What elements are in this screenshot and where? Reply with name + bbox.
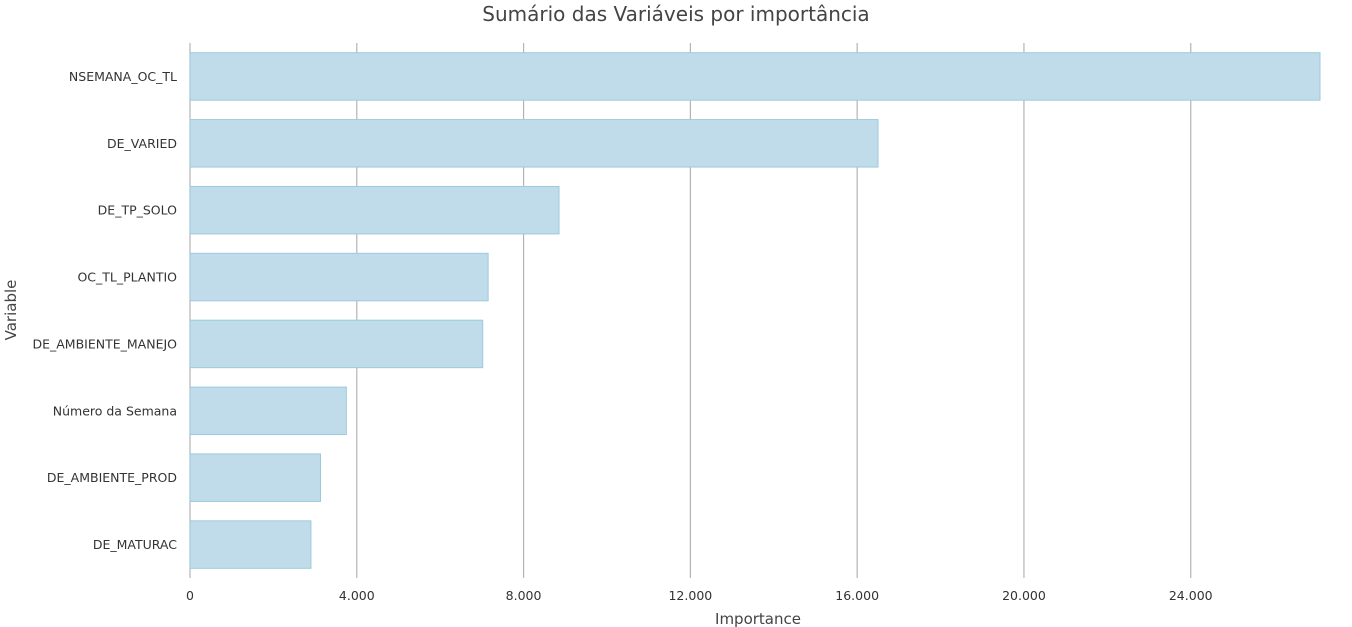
x-tick-label: 16.000 bbox=[835, 588, 879, 603]
x-tick-label: 0 bbox=[186, 588, 194, 603]
x-tick-label: 12.000 bbox=[668, 588, 712, 603]
x-tick-label: 8.000 bbox=[506, 588, 542, 603]
bar bbox=[189, 319, 484, 369]
x-tick-labels: 0 4.000 8.000 12.000 16.000 20.000 24.000 bbox=[186, 588, 1213, 603]
chart-title: Sumário das Variáveis por importância bbox=[482, 2, 869, 26]
category-label: DE_AMBIENTE_MANEJO bbox=[32, 336, 177, 351]
category-label: DE_TP_SOLO bbox=[98, 203, 177, 218]
x-tick-label: 20.000 bbox=[1002, 588, 1046, 603]
bars bbox=[189, 52, 1321, 569]
x-tick-label: 24.000 bbox=[1169, 588, 1213, 603]
category-label: DE_AMBIENTE_PROD bbox=[47, 470, 177, 485]
y-axis-title: Variable bbox=[2, 280, 20, 341]
category-label: DE_MATURAC bbox=[93, 537, 177, 552]
bar bbox=[189, 252, 489, 302]
bar bbox=[189, 386, 347, 436]
category-label: DE_VARIED bbox=[107, 136, 177, 151]
bar bbox=[189, 52, 1321, 101]
category-label: NSEMANA_OC_TL bbox=[69, 69, 177, 84]
category-label: Número da Semana bbox=[53, 403, 177, 418]
x-axis-title: Importance bbox=[715, 610, 801, 627]
category-label: OC_TL_PLANTIO bbox=[77, 270, 177, 285]
bar bbox=[189, 453, 322, 502]
bar bbox=[189, 520, 312, 569]
x-tick-label: 4.000 bbox=[339, 588, 375, 603]
category-labels: NSEMANA_OC_TL DE_VARIED DE_TP_SOLO OC_TL_PL… bbox=[32, 69, 177, 552]
bar bbox=[189, 119, 879, 168]
bar bbox=[189, 185, 560, 235]
